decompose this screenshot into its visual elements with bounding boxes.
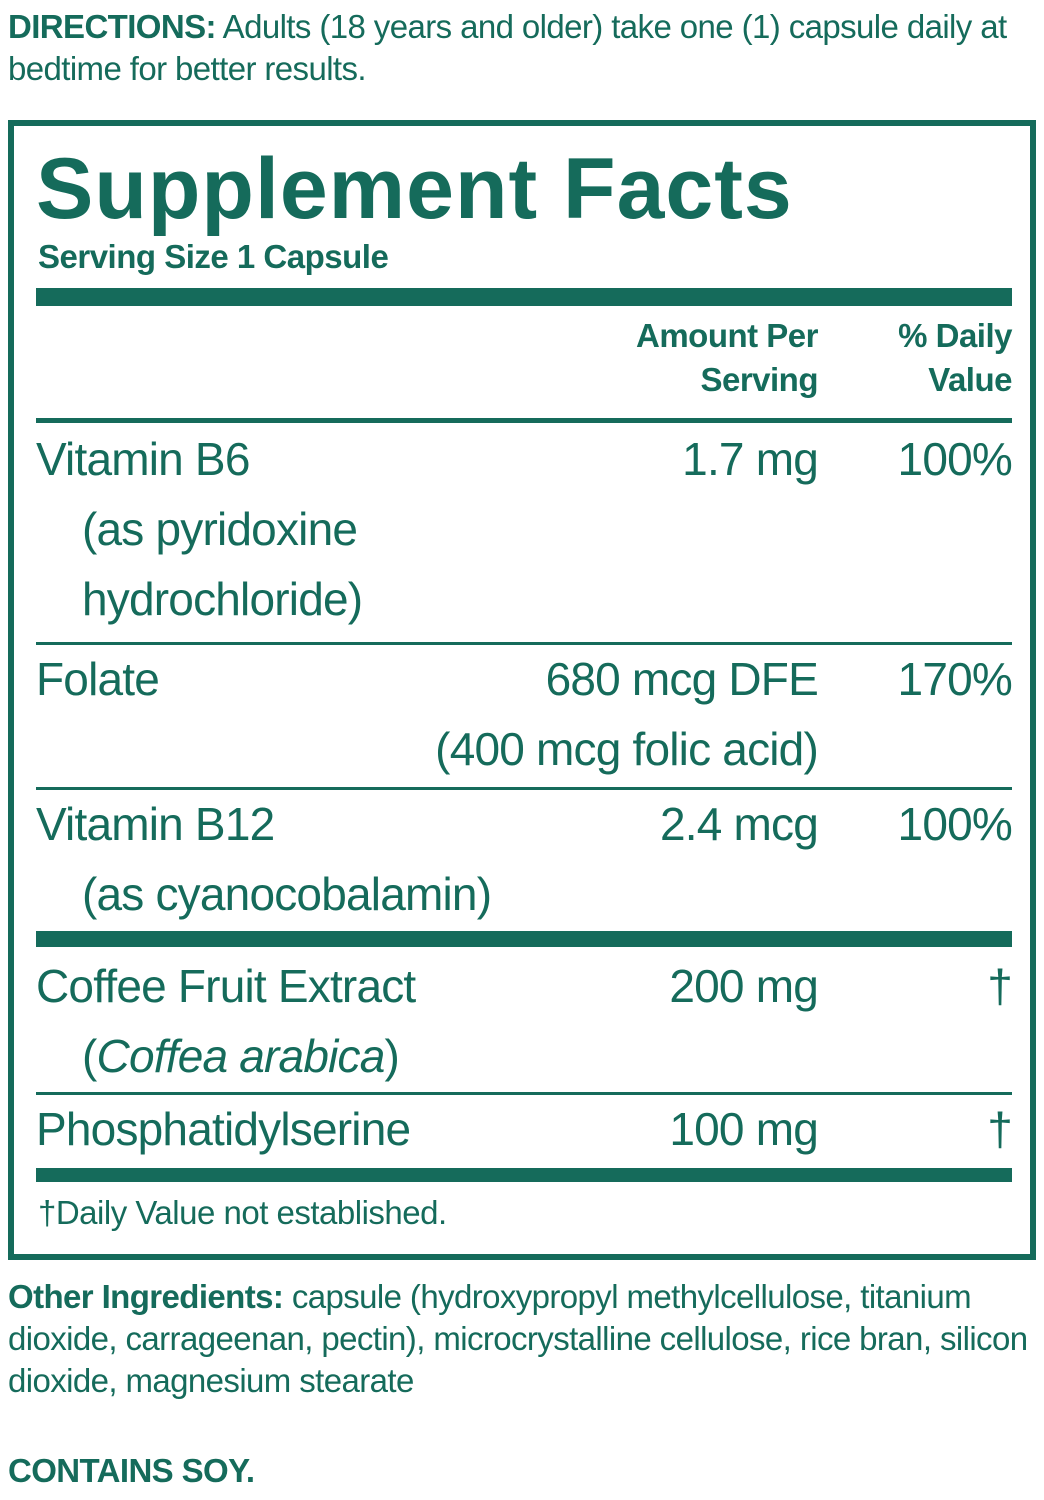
nutrient-name: Vitamin B12 [36,798,275,850]
nutrient-name: Phosphatidylserine [36,1103,411,1155]
other-ingredients: Other Ingredients: capsule (hydroxypropy… [8,1276,1038,1402]
rule [36,1092,1012,1095]
thick-rule [36,288,1012,306]
nutrient-source: (as pyridoxine hydrochloride) [82,503,363,625]
facts-title: Supplement Facts [36,141,793,237]
nutrient-row: Phosphatidylserine 100 mg † [36,1094,1013,1168]
nutrient-row: Vitamin B6 (as pyridoxine hydrochloride) 1… [36,424,1013,644]
source-part: ( [82,1030,97,1082]
rule [36,787,1012,790]
source-part: ) [384,1030,400,1082]
amount-header: Amount Per Serving [635,317,819,398]
nutrient-row: Folate 680 mcg DFE (400 mcg folic acid) 170… [36,644,1013,789]
amount: 1.7 mg [682,433,819,485]
allergen: CONTAINS SOY. [8,1452,255,1489]
dv-header: % Daily Value [898,317,1012,398]
directions-label: DIRECTIONS: [8,8,217,45]
facts-panel: Supplement Facts Serving Size 1 Capsule … [8,120,1036,1260]
daily-value: † [987,960,1013,1012]
other-text: capsule (hydroxypropyl methylcellulose, … [8,1278,1028,1399]
footnote: †Daily Value not established. [38,1194,447,1231]
source-part: Coffea arabica [96,1030,386,1082]
daily-value: 170% [897,653,1013,705]
rule [36,418,1012,423]
amount: 100 mg [669,1103,818,1155]
amount-detail: (400 mcg folic acid) [435,723,819,775]
daily-value: 100% [897,798,1013,850]
amount: 680 mcg DFE [545,653,819,705]
nutrient-name: Vitamin B6 [36,433,250,485]
nutrient-name: Folate [36,653,160,705]
thick-rule [36,1168,1012,1182]
directions-text: Adults (18 years and older) take one (1)… [8,8,1007,87]
amount: 2.4 mcg [659,798,819,850]
thick-rule [36,931,1012,947]
nutrient-source: (as cyanocobalamin) [82,868,492,920]
directions: DIRECTIONS: Adults (18 years and older) … [8,6,1038,90]
rule [36,642,1012,645]
nutrient-row: Vitamin B12 (as cyanocobalamin) 2.4 mcg 100… [36,789,1013,931]
nutrient-row: Coffee Fruit Extract (Coffea arabica) 200 … [36,951,1013,1094]
daily-value: 100% [897,433,1013,485]
nutrient-source: (Coffea arabica) [82,1021,522,1091]
serving-size: Serving Size 1 Capsule [38,238,389,275]
daily-value: † [987,1103,1013,1155]
nutrient-name: Coffee Fruit Extract [36,960,416,1012]
amount: 200 mg [669,960,818,1012]
other-label: Other Ingredients: [8,1278,284,1315]
